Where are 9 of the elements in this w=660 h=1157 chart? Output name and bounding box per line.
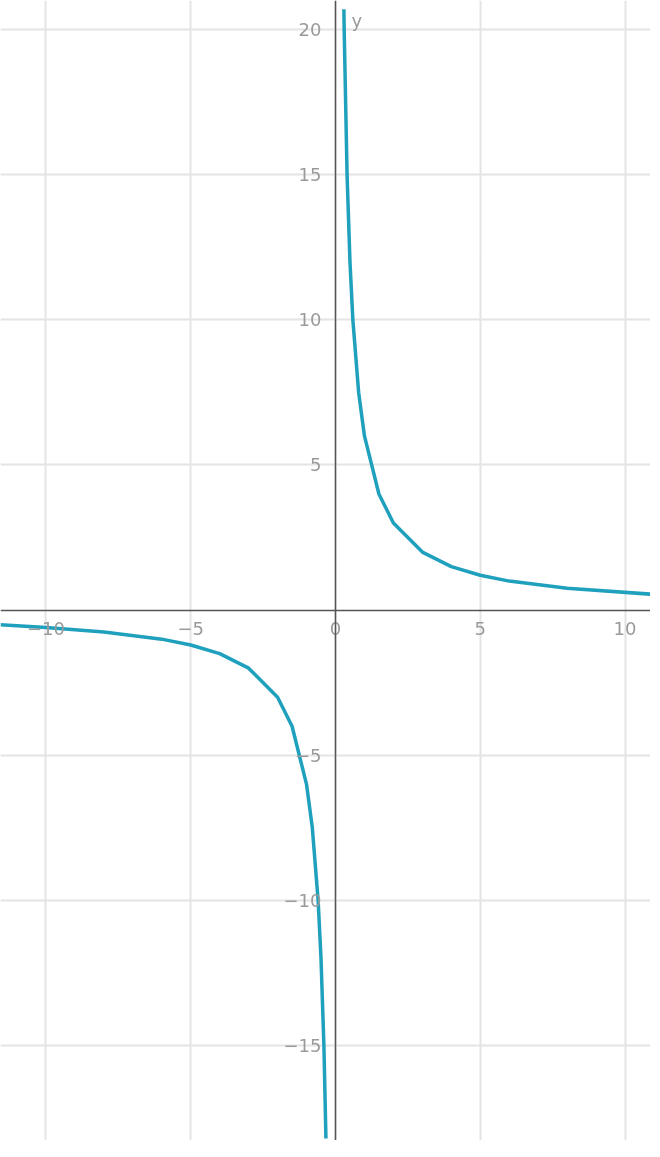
x-tick-label: 10 xyxy=(613,618,637,640)
y-tick-label: −15 xyxy=(283,1035,322,1057)
y-tick-label: 15 xyxy=(298,164,322,186)
x-tick-label: 5 xyxy=(474,618,486,640)
y-tick-label: 10 xyxy=(298,309,322,331)
y-tick-label: 5 xyxy=(310,454,322,476)
y-tick-label: 20 xyxy=(298,19,322,41)
y-axis-title: y xyxy=(351,9,363,31)
x-tick-label: −5 xyxy=(177,618,204,640)
